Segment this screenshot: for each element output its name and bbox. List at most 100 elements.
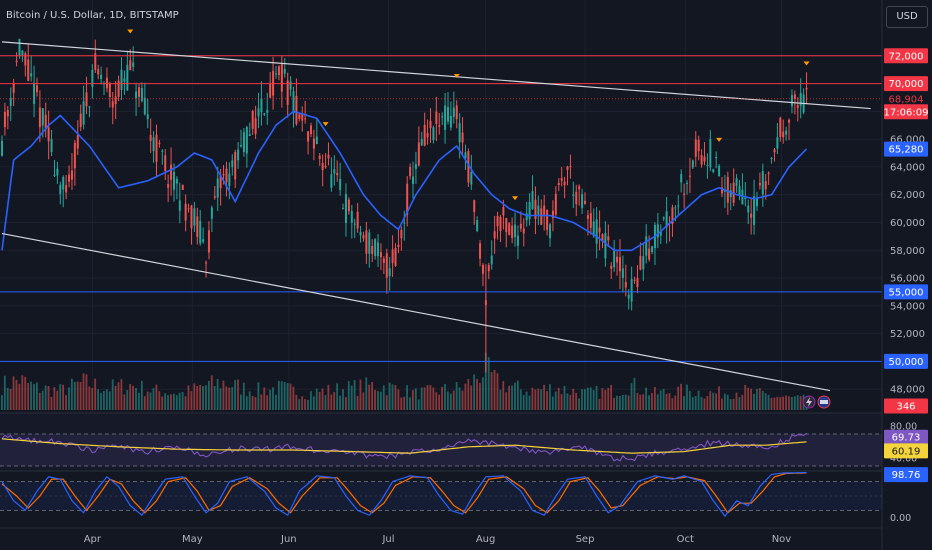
volume-bar <box>776 396 779 410</box>
candle-body <box>691 160 694 168</box>
volume-bar <box>170 394 172 410</box>
volume-bar <box>266 395 269 410</box>
volume-bar <box>272 387 274 410</box>
candle-body <box>327 154 330 159</box>
volume-bar <box>770 397 773 410</box>
candle-body <box>575 191 578 205</box>
candle-body <box>409 166 412 177</box>
volume-bar <box>237 379 239 410</box>
volume-bar <box>231 387 234 410</box>
volume-bar <box>758 388 761 410</box>
volume-bar <box>120 379 123 410</box>
volume-bar <box>645 387 648 410</box>
volume-bar <box>531 387 534 410</box>
candlesticks <box>1 38 808 373</box>
candle-body <box>178 200 181 211</box>
stoch-value-tag-text: 98.76 <box>892 470 921 481</box>
stoch-k-line <box>1 472 807 518</box>
volume-bar <box>566 393 569 410</box>
lower-trendline <box>1 232 830 392</box>
candle-body <box>683 193 686 195</box>
volume-bar <box>435 392 438 410</box>
candle-body <box>773 149 776 153</box>
candle-body <box>665 211 668 228</box>
candle-body <box>289 81 292 90</box>
signal-marker-icon <box>803 61 810 66</box>
volume-bar <box>715 393 717 410</box>
candle-body <box>18 38 21 56</box>
volume-bar <box>242 382 245 410</box>
candle-body <box>598 227 601 233</box>
candle-body <box>788 119 791 123</box>
candle-body <box>111 101 114 108</box>
stochastic-pane-bg <box>0 471 932 528</box>
ma-value-tag-text: 65,280 <box>889 145 924 156</box>
candle-body <box>785 130 788 135</box>
volume-bar <box>680 383 682 410</box>
volume-bar <box>103 390 105 410</box>
candle-body <box>76 135 79 149</box>
volume-bar <box>301 396 304 410</box>
candle-body <box>248 134 251 136</box>
candle-body <box>589 213 592 228</box>
volume-bar <box>397 389 400 410</box>
volume-bar <box>1 395 3 410</box>
volume-bar <box>621 394 624 410</box>
candle-body <box>446 107 449 122</box>
last-price-tag-bg <box>884 91 928 107</box>
candle-body <box>796 105 799 108</box>
candle-body <box>94 53 97 70</box>
volume-bar <box>441 386 443 410</box>
volume-bar <box>546 391 548 410</box>
volume-bar <box>248 391 251 410</box>
volume-bar <box>601 388 604 410</box>
volume-bar <box>796 395 799 410</box>
volume-bar <box>694 396 697 410</box>
volume-bar <box>793 396 796 410</box>
volume-bar <box>298 399 301 410</box>
candle-body <box>65 185 68 193</box>
volume-bar <box>228 387 231 410</box>
time-tick-label: Jun <box>280 534 297 545</box>
candle-body <box>21 50 24 55</box>
volume-bar <box>479 382 481 410</box>
candle-body <box>245 127 248 154</box>
signal-marker-icon <box>322 122 329 127</box>
volume-bar <box>97 389 99 410</box>
volume-bar <box>59 384 62 410</box>
volume-bar <box>38 392 41 410</box>
volume-bar <box>129 384 132 410</box>
volume-bar <box>735 392 738 410</box>
candle-body <box>307 131 310 142</box>
candle-body <box>73 142 76 169</box>
volume-bar <box>511 385 513 410</box>
volume-bar <box>184 396 187 410</box>
candle-body <box>333 169 336 174</box>
price-tick-label: 64,000 <box>890 162 925 173</box>
candle-body <box>753 196 756 225</box>
candle-body <box>30 73 33 77</box>
candle-body <box>694 139 697 157</box>
candle-body <box>38 107 41 128</box>
volume-bar <box>135 388 137 410</box>
volume-bar <box>767 394 770 410</box>
candle-body <box>621 268 624 278</box>
volume-bar <box>627 395 630 410</box>
volume-bar <box>202 385 204 410</box>
volume-bar <box>481 377 484 410</box>
candle-body <box>12 82 15 93</box>
volume-bar <box>409 397 411 410</box>
currency-button[interactable]: USD <box>886 6 928 28</box>
candle-body <box>237 149 240 161</box>
candle-body <box>269 83 272 98</box>
candle-body <box>528 201 531 220</box>
candle-body <box>280 63 283 92</box>
countdown-tag-text: 17:06:09 <box>884 107 929 118</box>
volume-bar <box>70 378 73 410</box>
candle-body <box>508 223 511 235</box>
candle-body <box>356 211 359 229</box>
volume-bar <box>21 375 24 410</box>
volume-bar <box>721 398 723 410</box>
candle-body <box>228 173 231 187</box>
